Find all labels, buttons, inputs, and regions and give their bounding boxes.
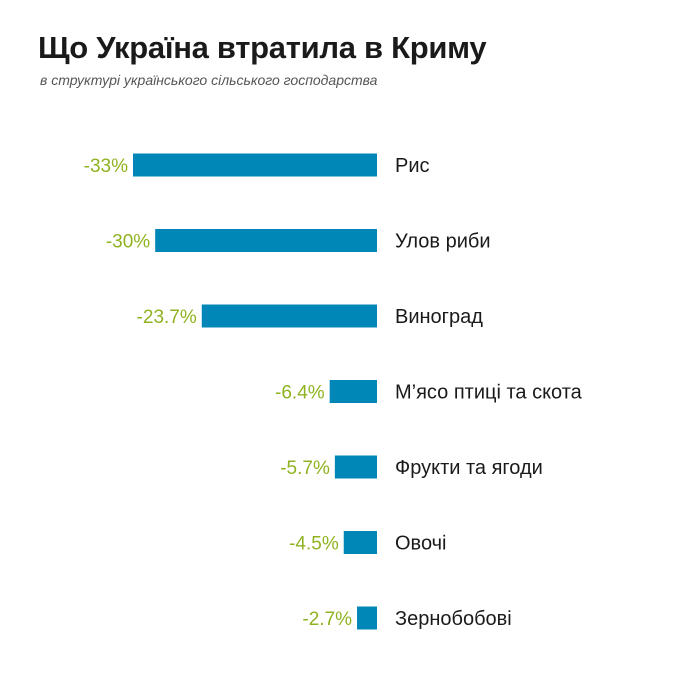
bar-1 — [155, 229, 377, 252]
chart-subtitle: в структурі українського сільського госп… — [40, 72, 378, 88]
category-label-1: Улов риби — [395, 231, 491, 253]
value-label-5: -4.5% — [289, 534, 339, 555]
bar-2 — [201, 304, 377, 328]
category-label-2: Виноград — [395, 306, 483, 328]
category-label-5: Овочі — [395, 533, 447, 555]
bar-4 — [334, 455, 377, 479]
value-label-0: -33% — [84, 156, 128, 177]
bars-group — [133, 153, 377, 630]
bar-5 — [343, 531, 377, 554]
value-label-4: -5.7% — [280, 458, 330, 479]
value-label-2: -23.7% — [137, 307, 197, 328]
bar-6 — [357, 606, 377, 630]
category-label-3: М’ясо птиці та скота — [395, 382, 583, 404]
category-label-6: Зернобобові — [395, 608, 512, 630]
bar-3 — [329, 380, 377, 403]
value-label-6: -2.7% — [302, 609, 352, 630]
chart-title: Що Україна втратила в Криму — [38, 30, 487, 65]
category-label-4: Фрукти та ягоди — [395, 457, 543, 479]
value-label-3: -6.4% — [275, 383, 325, 404]
labels-group: -33% Рис -30% Улов риби -23.7% Виноград -6.4% М… — [84, 155, 583, 630]
bar-0 — [133, 153, 377, 177]
category-label-0: Рис — [395, 155, 430, 177]
value-label-1: -30% — [106, 232, 150, 253]
